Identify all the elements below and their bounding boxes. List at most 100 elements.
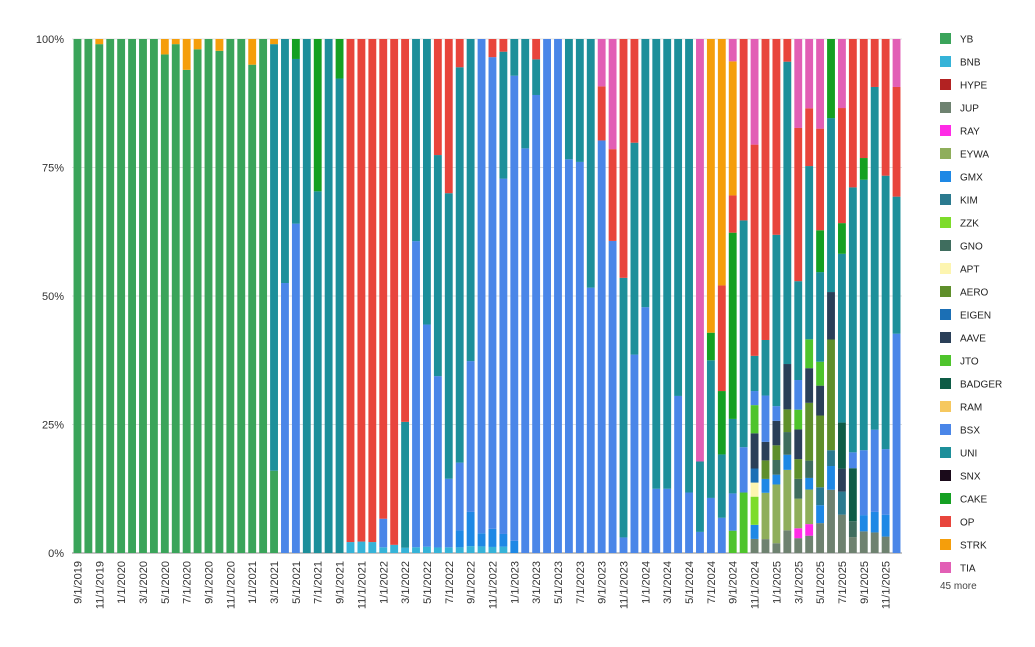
legend-label-apt: APT — [960, 265, 979, 276]
bar-segment-aave — [827, 292, 835, 340]
bar-segment-uni — [881, 175, 890, 450]
legend-more-link[interactable]: 45 more — [940, 581, 977, 592]
x-tick-label: 3/1/2020 — [138, 561, 150, 604]
bar-segment-eywa — [761, 492, 770, 540]
bar-segment-bnb — [379, 547, 388, 553]
bar-segment-jup — [794, 538, 803, 553]
bar-segment-cake — [313, 39, 322, 192]
bar-segment-uni — [423, 39, 431, 325]
bar-segment-bsx — [641, 307, 650, 553]
x-tick-label: 1/1/2025 — [771, 561, 783, 604]
bar-segment-jto — [728, 530, 737, 553]
bar-segment-jup — [859, 531, 868, 553]
bar-segment-op — [608, 149, 617, 241]
x-axis: 9/1/2019 11/1/2019 1/1/2020 3/1/2020 5/1/202… — [72, 561, 892, 609]
bar-segment-uni — [859, 179, 868, 451]
bar-segment-yb — [139, 39, 147, 553]
bar-segment-strk — [717, 39, 726, 286]
bar-segment-bnb — [499, 546, 508, 553]
x-tick-label: 11/1/2021 — [356, 561, 368, 609]
legend-swatch-apt — [940, 263, 951, 274]
bar-segment-tia — [892, 39, 901, 87]
bar-segment-jup — [805, 535, 814, 553]
x-tick-label: 9/1/2021 — [335, 561, 347, 604]
bar-segment-bsx — [499, 178, 508, 534]
x-tick-label: 1/1/2024 — [640, 561, 652, 604]
bar-segment-yb — [117, 39, 126, 553]
bar-segment-yb — [193, 49, 202, 553]
bar-segment-uni — [706, 360, 715, 498]
bar-segment-bsx — [706, 497, 715, 553]
x-tick-label: 9/1/2023 — [597, 561, 609, 604]
bar-segment-uni — [455, 67, 464, 463]
bar-segment-yb — [149, 39, 158, 553]
x-tick-label: 1/1/2023 — [509, 561, 521, 604]
x-tick-label: 11/1/2023 — [619, 561, 631, 609]
bar-segment-jup — [870, 532, 879, 553]
legend-label-strk: STRK — [960, 541, 987, 552]
bar-segment-yb — [237, 39, 246, 553]
x-tick-label: 7/1/2024 — [706, 561, 718, 604]
bar-segment-bsx — [455, 462, 464, 531]
bar-segment-ray — [794, 528, 803, 539]
y-tick-label: 25% — [42, 420, 64, 432]
bar-segment-yb — [226, 39, 235, 553]
bar-segment-op — [739, 39, 748, 221]
legend-swatch-snx — [940, 470, 951, 481]
bar-segment-uni — [728, 418, 737, 494]
bar-segment-uni — [302, 39, 311, 553]
bar-segment-uni — [270, 44, 278, 471]
bar-segment-aave — [772, 420, 781, 446]
bar-segment-bsx — [717, 517, 726, 553]
bar-segment-uni — [564, 39, 573, 160]
bar-segment-aave — [783, 364, 792, 410]
legend-swatch-aave — [940, 332, 951, 343]
bar-segment-bsx — [575, 161, 584, 553]
legend-label-zzk: ZZK — [960, 219, 979, 230]
bar-segment-eywa — [805, 489, 814, 525]
bar-segment-aave — [794, 429, 803, 460]
bar-segment-bsx — [608, 240, 617, 553]
bar-segment-jto — [794, 409, 803, 430]
bar-segment-aave — [838, 468, 846, 492]
x-tick-label: 9/1/2025 — [859, 561, 871, 604]
x-tick-label: 7/1/2023 — [575, 561, 587, 604]
x-tick-label: 7/1/2020 — [182, 561, 194, 604]
bar-segment-jup — [848, 537, 857, 553]
bar-segment-uni — [313, 191, 322, 554]
bar-segment-op — [368, 39, 377, 543]
bar-segment-aave — [805, 368, 814, 403]
bar-segment-op — [761, 39, 770, 340]
bar-segment-gno — [794, 478, 803, 499]
legend-swatch-uni — [940, 447, 951, 458]
bar-segment-bsx — [597, 140, 606, 553]
bar-segment-tia — [597, 39, 606, 87]
x-tick-label: 7/1/2022 — [444, 561, 456, 604]
legend-swatch-tia — [940, 562, 951, 573]
bar-segment-cake — [706, 332, 715, 361]
bar-segment-uni — [827, 118, 835, 293]
bar-segment-jup — [761, 539, 770, 553]
bar-segment-bsx — [881, 449, 890, 515]
bar-segment-op — [619, 39, 628, 278]
legend-swatch-cake — [940, 493, 951, 504]
bar-segment-bsx — [859, 450, 868, 516]
x-tick-label: 1/1/2022 — [378, 561, 390, 604]
bar-segment-bsx — [521, 148, 530, 554]
bar-segment-tia — [728, 39, 737, 62]
bar-segment-tia — [816, 39, 825, 129]
bar-segment-yb — [171, 44, 180, 553]
bar-segment-uni — [652, 39, 661, 489]
bar-segment-cake — [816, 230, 825, 273]
bar-segment-uni — [619, 277, 628, 538]
bar-segment-aero — [805, 402, 814, 461]
bar-segment-uni — [750, 355, 759, 392]
bar-segment-bsx — [532, 94, 541, 553]
bar-segment-yb — [106, 39, 115, 553]
bar-segment-bnb — [390, 544, 399, 553]
bar-segment-strk — [706, 39, 715, 333]
bar-segment-aero — [761, 460, 770, 479]
legend-label-bnb: BNB — [960, 58, 981, 69]
x-tick-label: 3/1/2021 — [269, 561, 281, 604]
